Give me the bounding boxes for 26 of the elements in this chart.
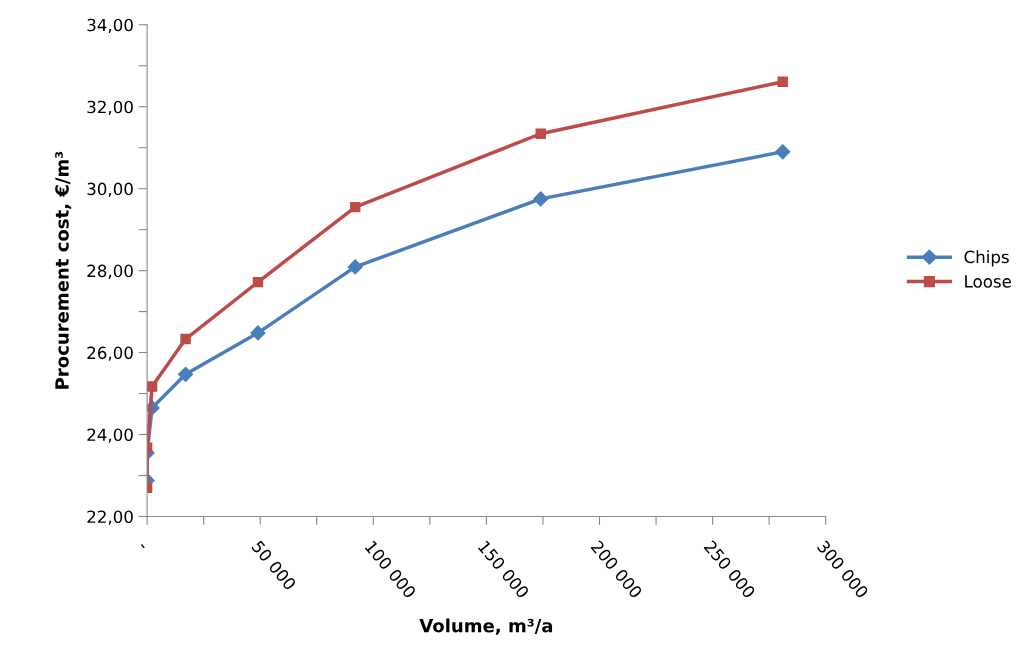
y-tick-label: 30,00 [87, 182, 133, 197]
y-tick-label: 34,00 [87, 18, 133, 34]
x-tick-label: - [140, 544, 145, 549]
y-tick-label: 28,00 [87, 264, 133, 279]
point [180, 333, 191, 345]
y-tick-label: 24,00 [87, 428, 133, 443]
point [777, 76, 788, 87]
point [535, 128, 546, 139]
y-tick-label: 32,00 [87, 100, 133, 115]
point [350, 201, 361, 213]
y-tick-label: 22,00 [87, 510, 133, 525]
y-axis-title: Procurement cost, €/m³ [55, 151, 72, 389]
legend-label: Chips [964, 250, 1009, 267]
point [533, 191, 549, 207]
point [347, 259, 363, 275]
x-tick-label: 50 000 [251, 539, 297, 591]
point [250, 325, 266, 341]
x-tick-label: 100 000 [364, 540, 417, 599]
legend-label: Loose [965, 275, 1011, 288]
x-axis-title: Volume, m³/a [419, 618, 553, 635]
x-tick-label: 150 000 [477, 540, 530, 599]
y-tick-label: 26,00 [87, 346, 133, 361]
point [147, 381, 158, 392]
point [177, 366, 194, 382]
point [775, 144, 791, 160]
point [252, 276, 264, 288]
